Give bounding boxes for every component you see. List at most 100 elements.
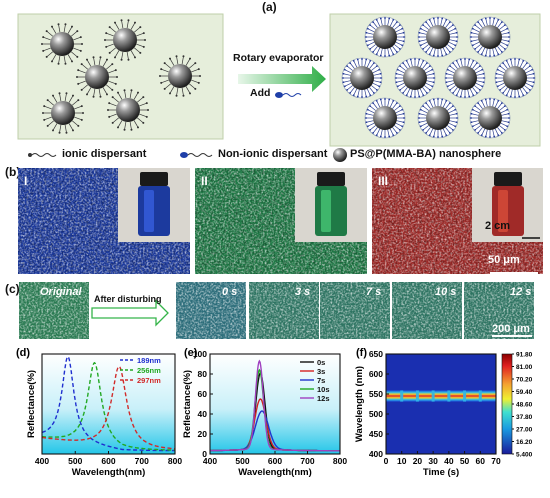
legend-label-3s: 3s [317, 367, 325, 376]
nonionic-dispersant-icon [275, 92, 302, 98]
x-tick-label: 500 [235, 456, 249, 466]
micro-scale-label: 50 μm [488, 254, 520, 266]
x-tick-label: 40 [444, 456, 454, 466]
x-tick-label: 10 [397, 456, 407, 466]
x-tick-label: 700 [135, 456, 149, 466]
nanosphere [159, 55, 201, 97]
rotary-arrow [238, 66, 326, 92]
y-tick-label: 550 [369, 389, 383, 399]
nanosphere [41, 23, 83, 65]
x-tick-label: 800 [168, 456, 182, 466]
sequence-frame [392, 282, 462, 339]
colorbar-tick-label: 16.20 [516, 439, 533, 446]
x-tick-label: 400 [203, 456, 217, 466]
y-tick-label: 600 [369, 369, 383, 379]
panel-a-letter: (a) [262, 0, 277, 14]
vial-scale-label: 2 cm [485, 220, 511, 232]
x-tick-label: 400 [35, 456, 49, 466]
y-tick-label: 40 [198, 409, 208, 419]
vial-photo [295, 168, 367, 242]
panel-b-micrographs [18, 168, 543, 274]
nanosphere [333, 148, 347, 162]
colorbar-tick-label: 5.400 [516, 452, 533, 459]
colorbar-tick-label: 70.20 [516, 377, 533, 384]
series-line-297nm [41, 365, 175, 450]
y-tick-label: 450 [369, 429, 383, 439]
coated-nanosphere [417, 97, 459, 139]
legend-label-256nm: 256nm [137, 366, 161, 375]
panel-letter: (e) [184, 347, 198, 359]
y-tick-label: 650 [369, 349, 383, 359]
vial-photo [118, 168, 190, 242]
sequence-frame [249, 282, 319, 339]
x-axis-label: Wavelength(nm) [72, 467, 146, 478]
panel-c-sequence [19, 282, 534, 339]
coated-nanosphere [444, 57, 486, 99]
panel-letter: (d) [16, 347, 30, 359]
nanosphere [76, 56, 118, 98]
colorbar-tick-label: 37.80 [516, 414, 533, 421]
y-tick-label: 60 [198, 389, 208, 399]
x-axis-label: Time (s) [423, 467, 459, 478]
legend-label-297nm: 297nm [137, 376, 161, 385]
heatmap-background [386, 354, 496, 454]
x-tick-label: 800 [333, 456, 347, 466]
frame-3s-label: 3 s [295, 286, 311, 298]
x-tick-label: 30 [428, 456, 438, 466]
coated-nanosphere [417, 16, 459, 58]
sample-ii-label: II [201, 174, 208, 188]
disturbance-dip [431, 390, 435, 402]
y-tick-label: 0 [202, 449, 207, 459]
add-label: Add [250, 87, 271, 99]
chart-d: (d) 400 500 600 700 800 Wavelength(nm) Reflecta… [16, 347, 182, 478]
sequence-frame [176, 282, 246, 339]
sequence-frame [464, 282, 534, 339]
x-tick-label: 60 [476, 456, 486, 466]
nonionic-dispersant-legend: Non-ionic dispersant [218, 148, 328, 160]
coated-nanosphere [469, 16, 511, 58]
x-tick-label: 500 [68, 456, 82, 466]
legend-label-7s: 7s [317, 376, 325, 385]
coated-nanosphere [494, 57, 536, 99]
colorbar-tick-label: 91.80 [516, 352, 533, 359]
coated-nanosphere [469, 97, 511, 139]
nanosphere [104, 19, 146, 61]
colorbar-tick-label: 81.00 [516, 364, 533, 371]
chart-e: (e) 400 500 600 700 800 0 20 40 60 80 100 Wavelength… [182, 347, 347, 478]
sample-tile-iii [372, 168, 543, 274]
ionic-dispersant-icon [28, 153, 57, 157]
panel-c-letter: (c) [5, 282, 20, 296]
panel-a-schematic [17, 13, 541, 162]
x-tick-label: 600 [268, 456, 282, 466]
ionic-dispersant-legend: ionic dispersant [62, 148, 147, 160]
nonionic-dispersant-legend-icon [180, 152, 213, 158]
coated-nanosphere [364, 16, 406, 58]
sequence-frame [320, 282, 390, 339]
sequence-scale-label: 200 μm [492, 323, 530, 335]
x-tick-label: 0 [384, 456, 389, 466]
colorbar-tick-label: 59.40 [516, 389, 533, 396]
y-tick-label: 400 [369, 449, 383, 459]
colorbar-tick-label: 48.60 [516, 402, 533, 409]
x-tick-label: 700 [300, 456, 314, 466]
spectra-charts: (d)400 500 600 700 800Wavelength(nm)Reflecta… [16, 347, 533, 478]
panel-b-letter: (b) [5, 165, 21, 179]
sample-tile-ii [195, 168, 367, 274]
y-axis-label: Reflectance(%) [26, 370, 37, 438]
disturbance-dip [478, 390, 482, 402]
x-axis-label: Wavelength(nm) [238, 467, 312, 478]
y-tick-label: 500 [369, 409, 383, 419]
series-line-12s [210, 359, 340, 452]
colorbar-tick-label: 27.00 [516, 427, 533, 434]
ionic-nanospheres [41, 19, 201, 134]
legend-label-189nm: 189nm [137, 356, 161, 365]
sample-tile-i [18, 168, 190, 274]
frame-12s-label: 12 s [510, 286, 532, 298]
legend-label-0s: 0s [317, 358, 325, 367]
original-label: Original [40, 286, 82, 298]
panel-letter: (f) [356, 347, 367, 359]
y-tick-label: 20 [198, 429, 208, 439]
after-disturbing-label: After disturbing [94, 294, 162, 304]
colorbar [501, 353, 513, 455]
frame-10s-label: 10 s [435, 286, 457, 298]
